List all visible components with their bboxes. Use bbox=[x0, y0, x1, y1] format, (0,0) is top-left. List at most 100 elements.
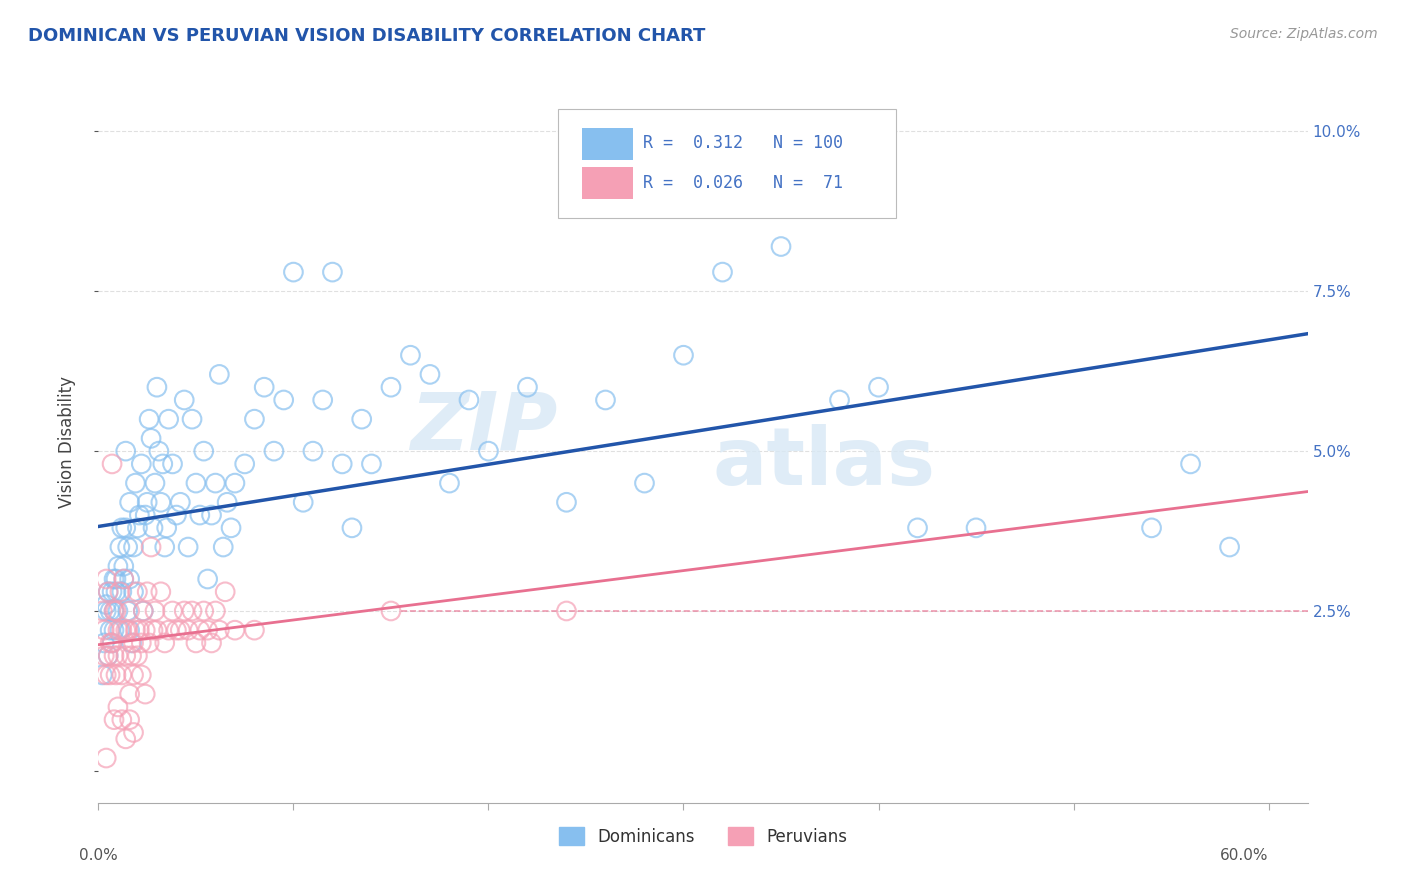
Legend: Dominicans, Peruvians: Dominicans, Peruvians bbox=[553, 821, 853, 852]
Point bbox=[184, 636, 207, 650]
Point bbox=[107, 604, 129, 618]
Point bbox=[96, 598, 118, 612]
Point bbox=[96, 572, 118, 586]
Point bbox=[312, 392, 335, 407]
Point bbox=[212, 540, 235, 554]
Point bbox=[188, 508, 211, 522]
Point bbox=[103, 604, 125, 618]
Point bbox=[127, 648, 149, 663]
Point bbox=[142, 623, 165, 637]
Point bbox=[127, 521, 149, 535]
Point bbox=[103, 713, 125, 727]
Point bbox=[243, 623, 266, 637]
Point bbox=[219, 521, 242, 535]
FancyBboxPatch shape bbox=[582, 128, 633, 160]
Point bbox=[138, 636, 160, 650]
Point bbox=[193, 444, 215, 458]
Point bbox=[107, 623, 129, 637]
Point bbox=[139, 431, 162, 445]
Point bbox=[253, 380, 276, 394]
Text: Source: ZipAtlas.com: Source: ZipAtlas.com bbox=[1230, 27, 1378, 41]
Point bbox=[117, 604, 139, 618]
Point bbox=[111, 584, 134, 599]
Point bbox=[200, 636, 222, 650]
Point bbox=[633, 476, 655, 491]
Point bbox=[555, 495, 578, 509]
Point bbox=[224, 623, 246, 637]
Point bbox=[146, 623, 169, 637]
Point bbox=[111, 521, 134, 535]
Point bbox=[96, 668, 118, 682]
Point bbox=[208, 368, 231, 382]
Point bbox=[104, 572, 127, 586]
Point bbox=[114, 521, 136, 535]
Point bbox=[188, 623, 211, 637]
Point bbox=[177, 623, 200, 637]
Point bbox=[91, 668, 114, 682]
Point bbox=[93, 648, 115, 663]
Point bbox=[122, 540, 145, 554]
Text: 60.0%: 60.0% bbox=[1220, 847, 1268, 863]
Point bbox=[98, 604, 121, 618]
Point bbox=[104, 604, 127, 618]
Point bbox=[97, 648, 120, 663]
Point bbox=[132, 604, 155, 618]
Y-axis label: Vision Disability: Vision Disability bbox=[58, 376, 76, 508]
Point bbox=[1219, 540, 1241, 554]
Point bbox=[868, 380, 890, 394]
Text: R =  0.026   N =  71: R = 0.026 N = 71 bbox=[643, 174, 842, 192]
Point bbox=[153, 636, 176, 650]
Point bbox=[828, 392, 851, 407]
Text: 0.0%: 0.0% bbox=[79, 847, 118, 863]
Point bbox=[350, 412, 373, 426]
Point bbox=[112, 572, 135, 586]
Point bbox=[380, 604, 402, 618]
Point bbox=[136, 584, 159, 599]
Point bbox=[197, 572, 219, 586]
Point bbox=[108, 623, 131, 637]
Point bbox=[118, 572, 141, 586]
Point bbox=[193, 604, 215, 618]
Point bbox=[165, 508, 187, 522]
Point bbox=[97, 584, 120, 599]
Point bbox=[111, 668, 134, 682]
Point bbox=[184, 476, 207, 491]
Point bbox=[516, 380, 538, 394]
Point bbox=[128, 623, 150, 637]
Point bbox=[152, 457, 174, 471]
Point bbox=[302, 444, 325, 458]
Point bbox=[124, 476, 146, 491]
Point bbox=[907, 521, 929, 535]
Point bbox=[97, 648, 120, 663]
Point bbox=[104, 668, 127, 682]
Point bbox=[149, 584, 172, 599]
Point bbox=[1180, 457, 1202, 471]
Point bbox=[360, 457, 382, 471]
Point bbox=[555, 604, 578, 618]
Point bbox=[122, 584, 145, 599]
Point bbox=[118, 623, 141, 637]
Point bbox=[134, 508, 156, 522]
Point bbox=[101, 457, 124, 471]
Point bbox=[117, 540, 139, 554]
Point bbox=[107, 648, 129, 663]
FancyBboxPatch shape bbox=[558, 109, 897, 218]
Point bbox=[118, 713, 141, 727]
Point bbox=[217, 495, 239, 509]
Point bbox=[124, 623, 146, 637]
Point bbox=[132, 604, 155, 618]
Point bbox=[101, 636, 124, 650]
Text: ZIP: ZIP bbox=[411, 388, 558, 467]
Point bbox=[117, 623, 139, 637]
Point bbox=[181, 604, 204, 618]
Point bbox=[128, 508, 150, 522]
Point bbox=[204, 604, 226, 618]
Point bbox=[112, 572, 135, 586]
Point bbox=[224, 476, 246, 491]
Point bbox=[142, 521, 165, 535]
Point bbox=[273, 392, 295, 407]
Point bbox=[148, 444, 170, 458]
Point bbox=[111, 623, 134, 637]
Point bbox=[711, 265, 734, 279]
Point bbox=[122, 668, 145, 682]
